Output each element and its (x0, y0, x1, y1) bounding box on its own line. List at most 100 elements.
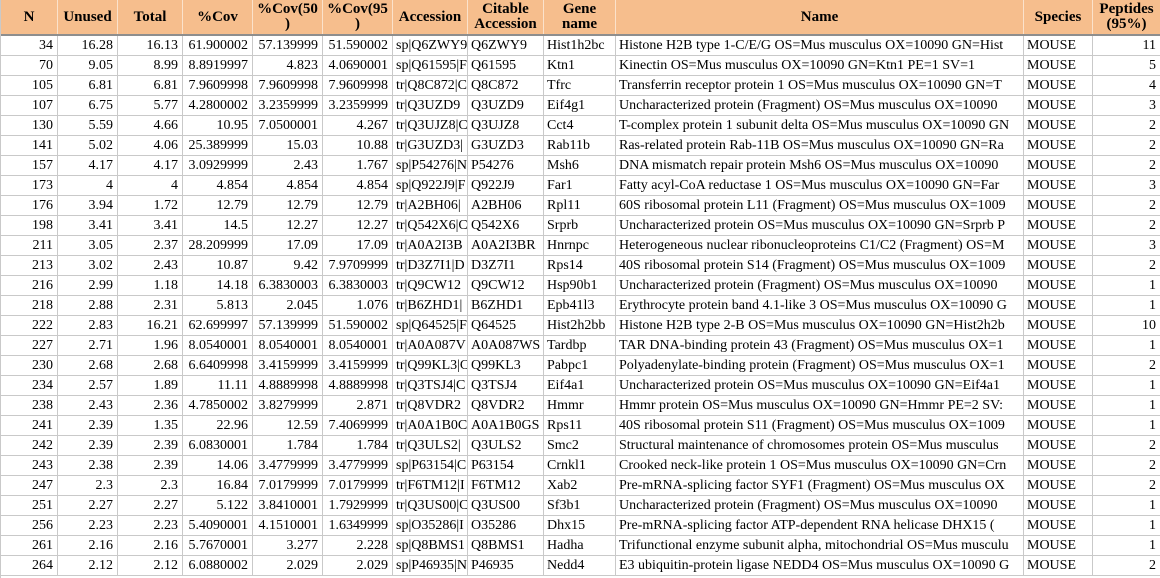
cell-pct-cov-50[interactable]: 4.1510001 (253, 516, 323, 536)
cell-name[interactable]: DNA mismatch repair protein Msh6 OS=Mus … (616, 156, 1024, 176)
cell-pct-cov-50[interactable]: 3.8410001 (253, 496, 323, 516)
cell-citable-accession[interactable]: Q64525 (468, 316, 544, 336)
cell-name[interactable]: Uncharacterized protein (Fragment) OS=Mu… (616, 496, 1024, 516)
cell-total[interactable]: 2.3 (118, 476, 183, 496)
cell-accession[interactable]: tr|Q3US00|C (393, 496, 468, 516)
cell-name[interactable]: Fatty acyl-CoA reductase 1 OS=Mus muscul… (616, 176, 1024, 196)
cell-pct-cov-95[interactable]: 1.767 (323, 156, 393, 176)
cell-peptides-95[interactable]: 1 (1093, 536, 1160, 556)
cell-unused[interactable]: 2.23 (58, 516, 118, 536)
cell-species[interactable]: MOUSE (1024, 376, 1093, 396)
cell-name[interactable]: E3 ubiquitin-protein ligase NEDD4 OS=Mus… (616, 556, 1024, 576)
cell-species[interactable]: MOUSE (1024, 416, 1093, 436)
cell-pct-cov[interactable]: 6.6409998 (183, 356, 253, 376)
cell-peptides-95[interactable]: 1 (1093, 416, 1160, 436)
cell-n[interactable]: 216 (1, 276, 58, 296)
cell-pct-cov-50[interactable]: 1.784 (253, 436, 323, 456)
cell-name[interactable]: Heterogeneous nuclear ribonucleoproteins… (616, 236, 1024, 256)
cell-pct-cov-95[interactable]: 51.590002 (323, 316, 393, 336)
cell-n[interactable]: 157 (1, 156, 58, 176)
cell-unused[interactable]: 2.99 (58, 276, 118, 296)
cell-unused[interactable]: 3.05 (58, 236, 118, 256)
cell-accession[interactable]: tr|A0A087V (393, 336, 468, 356)
cell-gene-name[interactable]: Rps11 (544, 416, 616, 436)
cell-citable-accession[interactable]: Q3UJZ8 (468, 116, 544, 136)
cell-unused[interactable]: 4 (58, 176, 118, 196)
cell-pct-cov[interactable]: 16.84 (183, 476, 253, 496)
cell-accession[interactable]: tr|F6TM12|I (393, 476, 468, 496)
column-header-species[interactable]: Species (1024, 0, 1093, 34)
cell-pct-cov-50[interactable]: 7.9609998 (253, 76, 323, 96)
cell-pct-cov-50[interactable]: 6.3830003 (253, 276, 323, 296)
cell-name[interactable]: Hmmr protein OS=Mus musculus OX=10090 GN… (616, 396, 1024, 416)
cell-pct-cov[interactable]: 61.900002 (183, 36, 253, 56)
cell-citable-accession[interactable]: Q9CW12 (468, 276, 544, 296)
cell-species[interactable]: MOUSE (1024, 336, 1093, 356)
cell-total[interactable]: 16.13 (118, 36, 183, 56)
cell-pct-cov-50[interactable]: 3.4159999 (253, 356, 323, 376)
cell-unused[interactable]: 16.28 (58, 36, 118, 56)
cell-total[interactable]: 1.89 (118, 376, 183, 396)
cell-citable-accession[interactable]: P63154 (468, 456, 544, 476)
cell-pct-cov-95[interactable]: 1.6349999 (323, 516, 393, 536)
cell-gene-name[interactable]: Tfrc (544, 76, 616, 96)
cell-total[interactable]: 2.37 (118, 236, 183, 256)
cell-pct-cov-50[interactable]: 2.045 (253, 296, 323, 316)
cell-name[interactable]: Polyadenylate-binding protein (Fragment)… (616, 356, 1024, 376)
cell-unused[interactable]: 2.12 (58, 556, 118, 576)
cell-peptides-95[interactable]: 1 (1093, 496, 1160, 516)
cell-citable-accession[interactable]: Q8C872 (468, 76, 544, 96)
cell-total[interactable]: 1.96 (118, 336, 183, 356)
cell-gene-name[interactable]: Eif4a1 (544, 376, 616, 396)
cell-species[interactable]: MOUSE (1024, 96, 1093, 116)
cell-unused[interactable]: 5.59 (58, 116, 118, 136)
cell-accession[interactable]: tr|Q99KL3|C (393, 356, 468, 376)
column-header-name[interactable]: Name (616, 0, 1024, 34)
column-header-pct-cov-95[interactable]: %Cov(95 ) (323, 0, 393, 34)
cell-peptides-95[interactable]: 2 (1093, 256, 1160, 276)
cell-peptides-95[interactable]: 3 (1093, 236, 1160, 256)
cell-unused[interactable]: 2.3 (58, 476, 118, 496)
cell-accession[interactable]: tr|Q8C872|C (393, 76, 468, 96)
cell-species[interactable]: MOUSE (1024, 156, 1093, 176)
cell-species[interactable]: MOUSE (1024, 436, 1093, 456)
cell-name[interactable]: Uncharacterized protein OS=Mus musculus … (616, 376, 1024, 396)
cell-pct-cov-50[interactable]: 3.277 (253, 536, 323, 556)
cell-total[interactable]: 16.21 (118, 316, 183, 336)
cell-pct-cov[interactable]: 5.7670001 (183, 536, 253, 556)
cell-pct-cov[interactable]: 4.2800002 (183, 96, 253, 116)
cell-citable-accession[interactable]: D3Z7I1 (468, 256, 544, 276)
cell-pct-cov[interactable]: 6.0880002 (183, 556, 253, 576)
cell-pct-cov-50[interactable]: 3.2359999 (253, 96, 323, 116)
cell-total[interactable]: 1.18 (118, 276, 183, 296)
cell-total[interactable]: 2.23 (118, 516, 183, 536)
cell-total[interactable]: 2.12 (118, 556, 183, 576)
cell-pct-cov-95[interactable]: 4.267 (323, 116, 393, 136)
cell-gene-name[interactable]: Epb41l3 (544, 296, 616, 316)
cell-pct-cov-95[interactable]: 7.4069999 (323, 416, 393, 436)
cell-species[interactable]: MOUSE (1024, 316, 1093, 336)
cell-n[interactable]: 130 (1, 116, 58, 136)
cell-pct-cov[interactable]: 4.7850002 (183, 396, 253, 416)
cell-citable-accession[interactable]: Q3TSJ4 (468, 376, 544, 396)
cell-pct-cov-95[interactable]: 10.88 (323, 136, 393, 156)
cell-citable-accession[interactable]: Q3ULS2 (468, 436, 544, 456)
cell-n[interactable]: 256 (1, 516, 58, 536)
cell-pct-cov-95[interactable]: 7.9709999 (323, 256, 393, 276)
column-header-unused[interactable]: Unused (58, 0, 118, 34)
cell-gene-name[interactable]: Hsp90b1 (544, 276, 616, 296)
cell-gene-name[interactable]: Pabpc1 (544, 356, 616, 376)
cell-gene-name[interactable]: Hist1h2bc (544, 36, 616, 56)
cell-citable-accession[interactable]: Q8VDR2 (468, 396, 544, 416)
cell-citable-accession[interactable]: O35286 (468, 516, 544, 536)
cell-pct-cov-50[interactable]: 12.79 (253, 196, 323, 216)
cell-species[interactable]: MOUSE (1024, 556, 1093, 576)
cell-pct-cov[interactable]: 25.389999 (183, 136, 253, 156)
cell-pct-cov-95[interactable]: 4.8889998 (323, 376, 393, 396)
cell-accession[interactable]: sp|Q6ZWY9 (393, 36, 468, 56)
cell-species[interactable]: MOUSE (1024, 496, 1093, 516)
cell-unused[interactable]: 3.41 (58, 216, 118, 236)
cell-pct-cov[interactable]: 14.06 (183, 456, 253, 476)
cell-citable-accession[interactable]: Q542X6 (468, 216, 544, 236)
cell-total[interactable]: 2.68 (118, 356, 183, 376)
